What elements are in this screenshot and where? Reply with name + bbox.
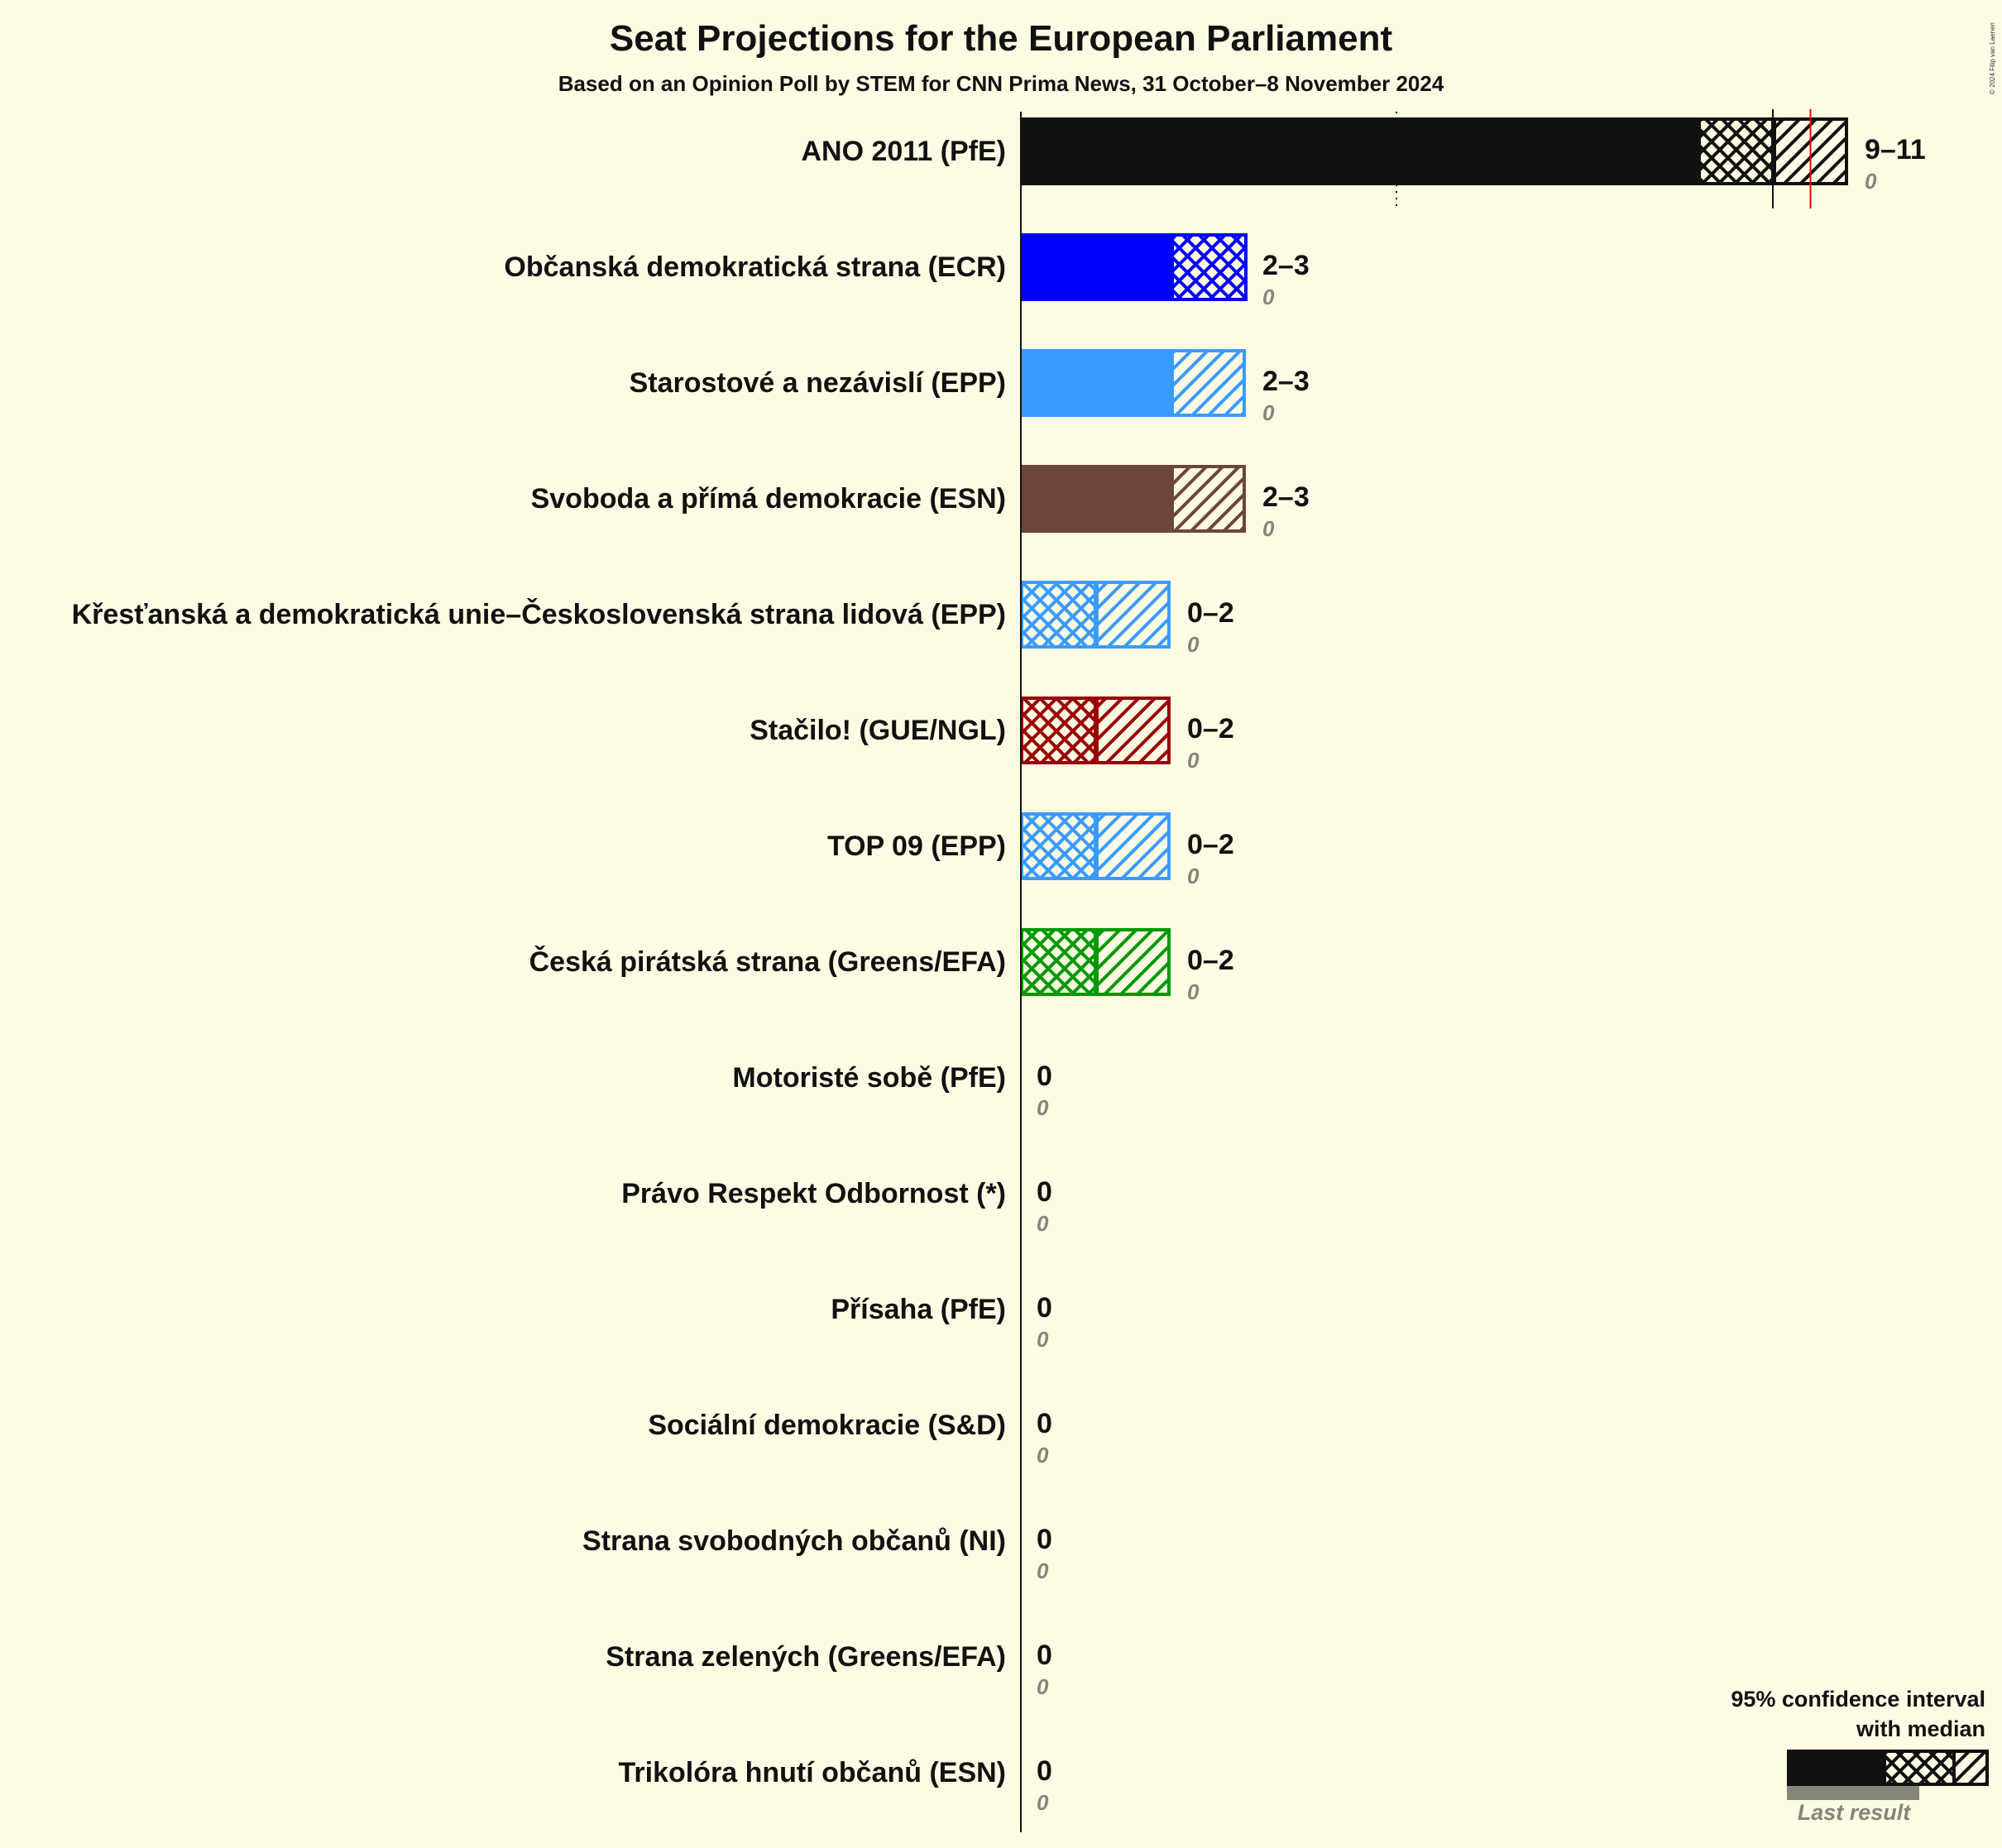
seat-range-label: 0	[1037, 1408, 1052, 1439]
bar-ci-lower-segment	[1020, 697, 1097, 764]
last-result-value: 0	[1037, 1443, 1049, 1467]
last-result-value: 0	[1037, 1790, 1049, 1815]
bar-ci-upper-segment	[1095, 581, 1171, 649]
party-bar	[1020, 117, 1848, 185]
party-bar	[1020, 349, 1246, 417]
seat-range-label: 9–11	[1865, 134, 1926, 165]
seat-range-label: 0	[1037, 1176, 1052, 1208]
seat-range-label: 0	[1037, 1524, 1052, 1555]
bar-solid-segment	[1020, 349, 1171, 417]
last-result-value: 0	[1262, 400, 1275, 425]
party-label: Křesťanská a demokratická unie–Českoslov…	[71, 599, 1006, 630]
last-result-value: 0	[1037, 1327, 1049, 1352]
legend-last-result-bar	[1787, 1786, 1919, 1800]
last-result-value: 0	[1187, 748, 1200, 773]
bar-ci-lower-segment	[1020, 812, 1097, 880]
party-label: Stačilo! (GUE/NGL)	[750, 715, 1006, 746]
last-result-value: 0	[1187, 979, 1200, 1004]
legend-ci-lower	[1886, 1753, 1952, 1783]
bar-ci-upper-segment	[1171, 349, 1246, 417]
legend-last-result-label: Last result	[1797, 1800, 1911, 1825]
party-label: TOP 09 (EPP)	[826, 831, 1006, 862]
bar-ci-lower-segment	[1020, 928, 1097, 996]
party-bar	[1020, 465, 1246, 533]
last-result-value: 0	[1187, 632, 1200, 657]
last-result-value: 0	[1037, 1674, 1049, 1699]
party-label: Přísaha (PfE)	[831, 1294, 1006, 1325]
legend-title: 95% confidence interval with median	[1731, 1687, 1985, 1741]
last-result-value: 0	[1037, 1211, 1049, 1236]
y-axis-line	[1020, 112, 1022, 1832]
bar-solid-segment	[1020, 465, 1171, 533]
seat-range-label: 0–2	[1187, 829, 1234, 860]
seat-range-label: 2–3	[1262, 481, 1310, 513]
party-label: Trikolóra hnutí občanů (ESN)	[618, 1757, 1006, 1788]
seat-range-label: 0–2	[1187, 597, 1234, 629]
party-bar	[1020, 233, 1248, 301]
seat-range-label: 0–2	[1187, 945, 1234, 976]
legend-ci-upper	[1956, 1753, 1985, 1783]
bar-ci-upper-segment	[1171, 465, 1246, 533]
party-label: ANO 2011 (PfE)	[801, 136, 1006, 167]
last-result-value: 0	[1037, 1558, 1049, 1583]
seat-range-label: 0	[1037, 1640, 1052, 1671]
party-label: Právo Respekt Odbornost (*)	[621, 1178, 1006, 1209]
party-label: Strana svobodných občanů (NI)	[582, 1525, 1006, 1557]
chart-title: Seat Projections for the European Parlia…	[609, 18, 1393, 59]
seat-range-label: 0	[1037, 1755, 1052, 1787]
party-label: Starostové a nezávislí (EPP)	[629, 367, 1006, 399]
party-bar	[1020, 581, 1171, 649]
party-label: Motoristé sobě (PfE)	[732, 1062, 1006, 1094]
last-result-value: 0	[1865, 169, 1877, 194]
seat-range-label: 2–3	[1262, 250, 1310, 281]
bar-ci-lower-segment	[1698, 117, 1774, 185]
last-result-value: 0	[1037, 1095, 1049, 1120]
legend-sample-bar	[1787, 1750, 1989, 1800]
bar-solid-segment	[1020, 117, 1698, 185]
bar-ci-lower-segment	[1171, 233, 1248, 301]
bar-ci-upper-segment	[1095, 812, 1171, 880]
bar-solid-segment	[1020, 233, 1171, 301]
bar-ci-upper-segment	[1095, 928, 1171, 996]
party-label: Česká pirátská strana (Greens/EFA)	[529, 946, 1006, 978]
party-label: Sociální demokracie (S&D)	[648, 1410, 1006, 1441]
seat-range-label: 2–3	[1262, 366, 1310, 397]
seat-range-label: 0–2	[1187, 713, 1234, 744]
party-label: Občanská demokratická strana (ECR)	[504, 251, 1006, 283]
last-result-value: 0	[1262, 516, 1275, 541]
last-result-value: 0	[1262, 285, 1275, 309]
party-label: Strana zelených (Greens/EFA)	[606, 1641, 1006, 1673]
seat-range-label: 0	[1037, 1060, 1052, 1092]
bar-ci-upper-segment	[1095, 697, 1171, 764]
party-label: Svoboda a přímá demokracie (ESN)	[530, 483, 1006, 515]
chart-subtitle: Based on an Opinion Poll by STEM for CNN…	[558, 71, 1444, 96]
party-bar	[1020, 812, 1171, 880]
party-bar	[1020, 928, 1171, 996]
seat-range-label: 0	[1037, 1292, 1052, 1324]
party-bar	[1020, 697, 1171, 764]
bar-ci-lower-segment	[1020, 581, 1097, 649]
last-result-value: 0	[1187, 864, 1200, 888]
